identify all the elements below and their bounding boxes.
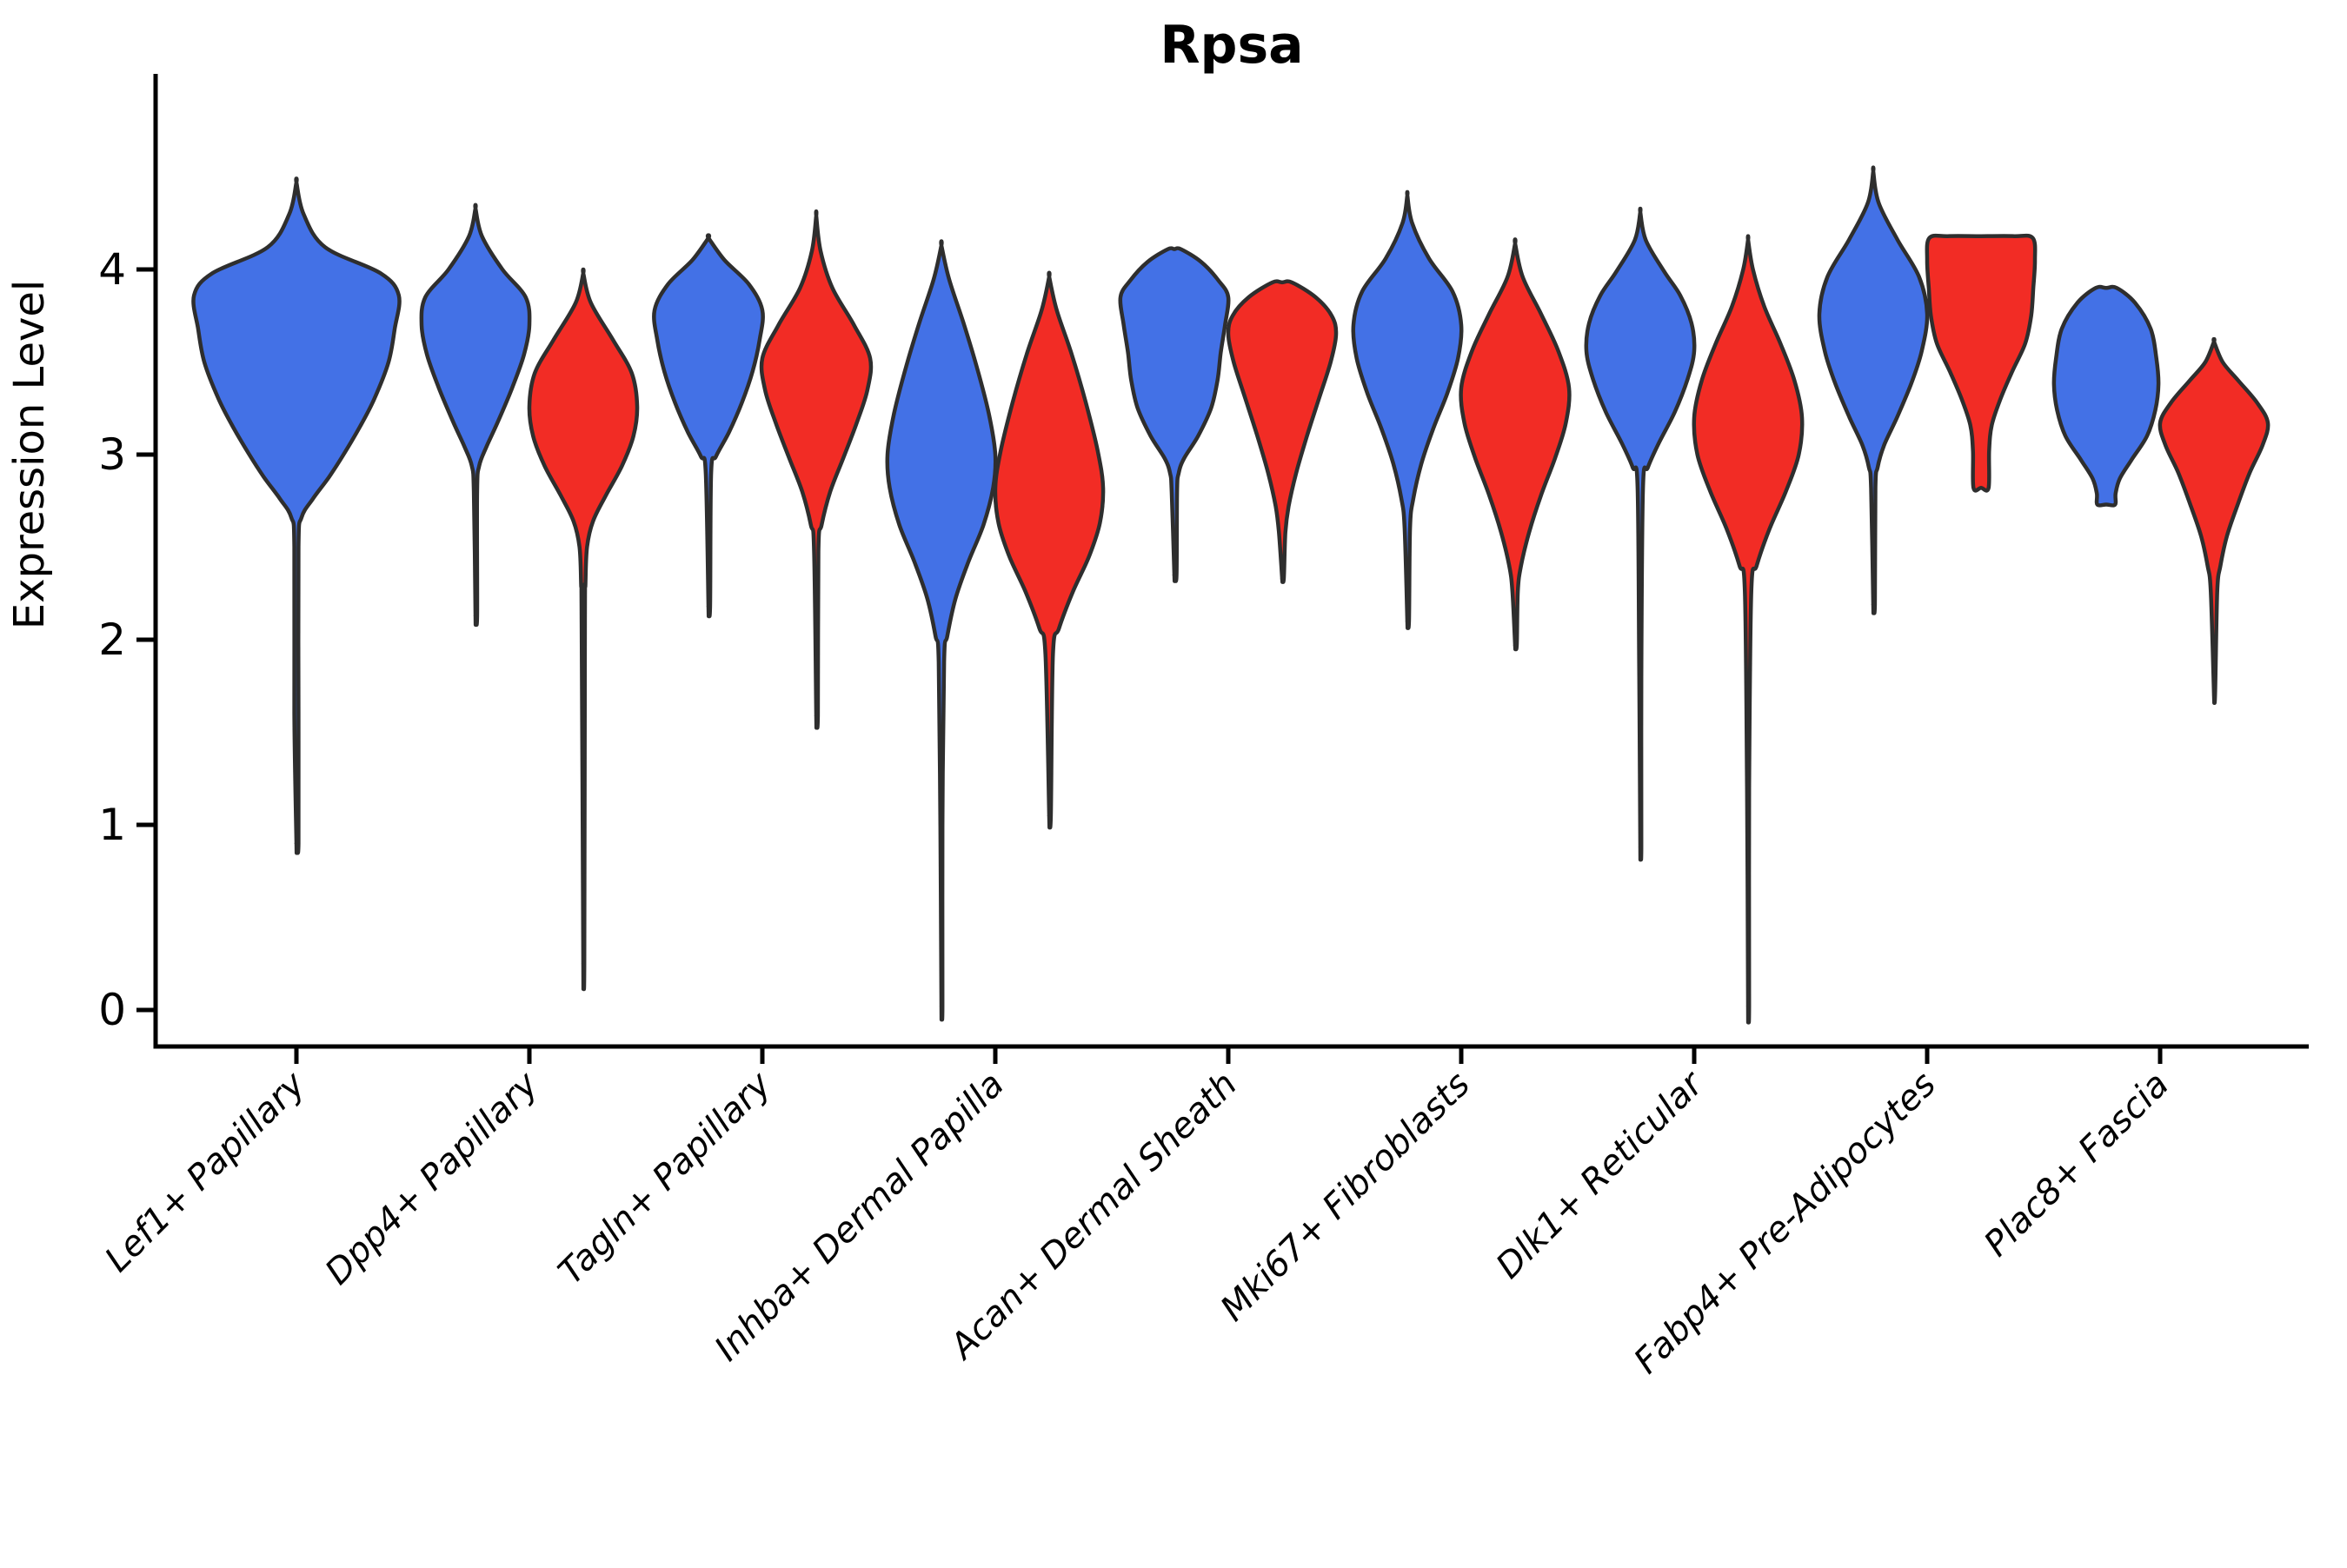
violin-Tagln+-group2 (759, 209, 874, 730)
violin-Inhba+-group1 (885, 239, 998, 1022)
violin-Plac8+-group1 (2051, 284, 2161, 508)
violins-layer (191, 165, 2271, 1025)
violin-Acan+-group1 (1118, 246, 1231, 583)
x-tick-label: Tagln+ Papillary (551, 1064, 780, 1292)
axes-layer (153, 74, 2309, 1049)
violin-Plac8+-group2 (2158, 336, 2271, 705)
y-tick-label: 0 (98, 985, 126, 1035)
violin-Fabp4+-group2 (1925, 233, 2038, 493)
violin-Mki67+-group2 (1459, 237, 1572, 652)
x-tick-label: Lef1+ Papillary (97, 1064, 314, 1280)
violin-Dpp4+-group1 (419, 203, 532, 628)
x-tick-label: Dlk1+ Reticular (1489, 1063, 1712, 1286)
x-tick-label: Dpp4+ Papillary (318, 1064, 547, 1292)
y-tick-label: 1 (98, 800, 126, 850)
y-axis-label: Expression Level (5, 280, 54, 630)
y-tick-label: 2 (98, 615, 126, 665)
violin-Fabp4+-group1 (1817, 165, 1930, 615)
x-tick-label: Plac8+ Fascia (1977, 1065, 2177, 1265)
y-tick-label: 3 (98, 429, 126, 480)
violin-Lef1+-group1 (191, 176, 402, 855)
violin-Mki67+-group1 (1351, 189, 1464, 630)
violin-Dlk1+-group2 (1692, 234, 1805, 1025)
violin-Dpp4+-group2 (527, 267, 640, 992)
violin-Inhba+-group2 (993, 270, 1106, 830)
y-tick-label: 4 (98, 244, 126, 295)
violin-Tagln+-group1 (652, 233, 765, 619)
chart-title: Rpsa (1160, 15, 1303, 76)
violin-Acan+-group2 (1226, 279, 1339, 584)
violin-Dlk1+-group1 (1584, 206, 1697, 862)
x-tick-label: Mki67+ Fibroblasts (1213, 1065, 1478, 1330)
